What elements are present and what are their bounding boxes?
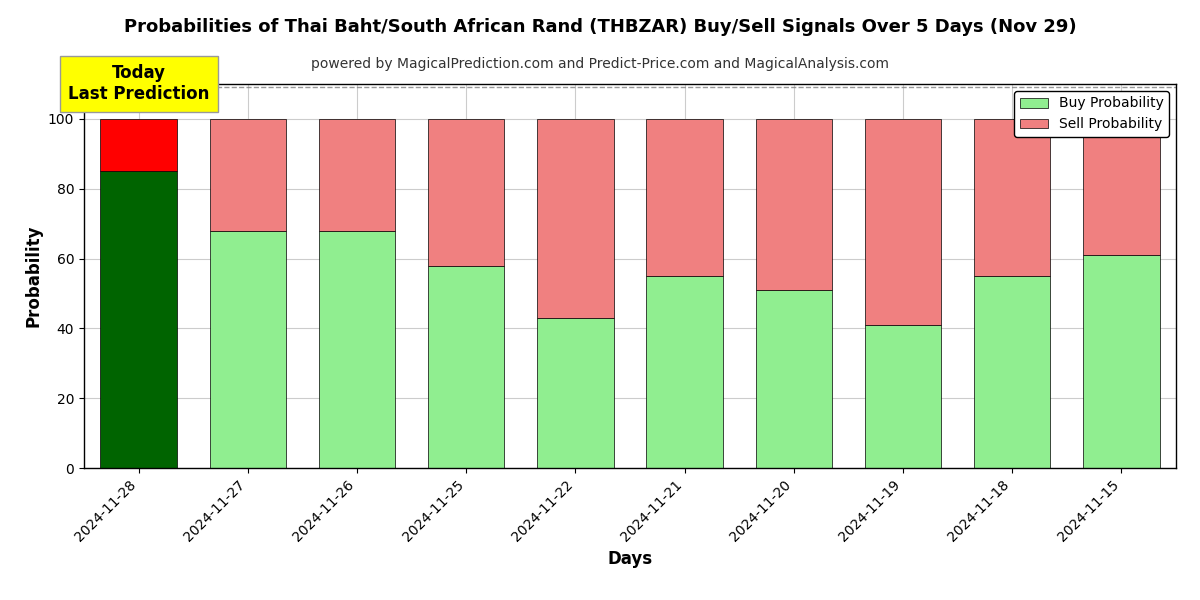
Bar	[1084, 255, 1159, 468]
Bar	[1084, 119, 1159, 255]
Bar	[974, 119, 1050, 276]
Bar	[210, 230, 286, 468]
Bar	[319, 230, 395, 468]
Bar	[319, 119, 395, 230]
Bar	[101, 171, 176, 468]
Y-axis label: Probability: Probability	[24, 225, 42, 327]
Text: Probabilities of Thai Baht/South African Rand (THBZAR) Buy/Sell Signals Over 5 D: Probabilities of Thai Baht/South African…	[124, 18, 1076, 36]
Text: Today
Last Prediction: Today Last Prediction	[68, 64, 209, 103]
Text: powered by MagicalPrediction.com and Predict-Price.com and MagicalAnalysis.com: powered by MagicalPrediction.com and Pre…	[311, 57, 889, 71]
Bar	[210, 119, 286, 230]
Bar	[647, 119, 722, 276]
Bar	[428, 266, 504, 468]
Bar	[647, 276, 722, 468]
Bar	[538, 119, 613, 318]
Bar	[974, 276, 1050, 468]
Bar	[428, 119, 504, 266]
Bar	[756, 290, 832, 468]
Bar	[865, 325, 941, 468]
Bar	[865, 119, 941, 325]
Bar	[756, 119, 832, 290]
Bar	[538, 318, 613, 468]
X-axis label: Days: Days	[607, 550, 653, 568]
Bar	[101, 119, 176, 171]
Legend: Buy Probability, Sell Probability: Buy Probability, Sell Probability	[1014, 91, 1169, 137]
